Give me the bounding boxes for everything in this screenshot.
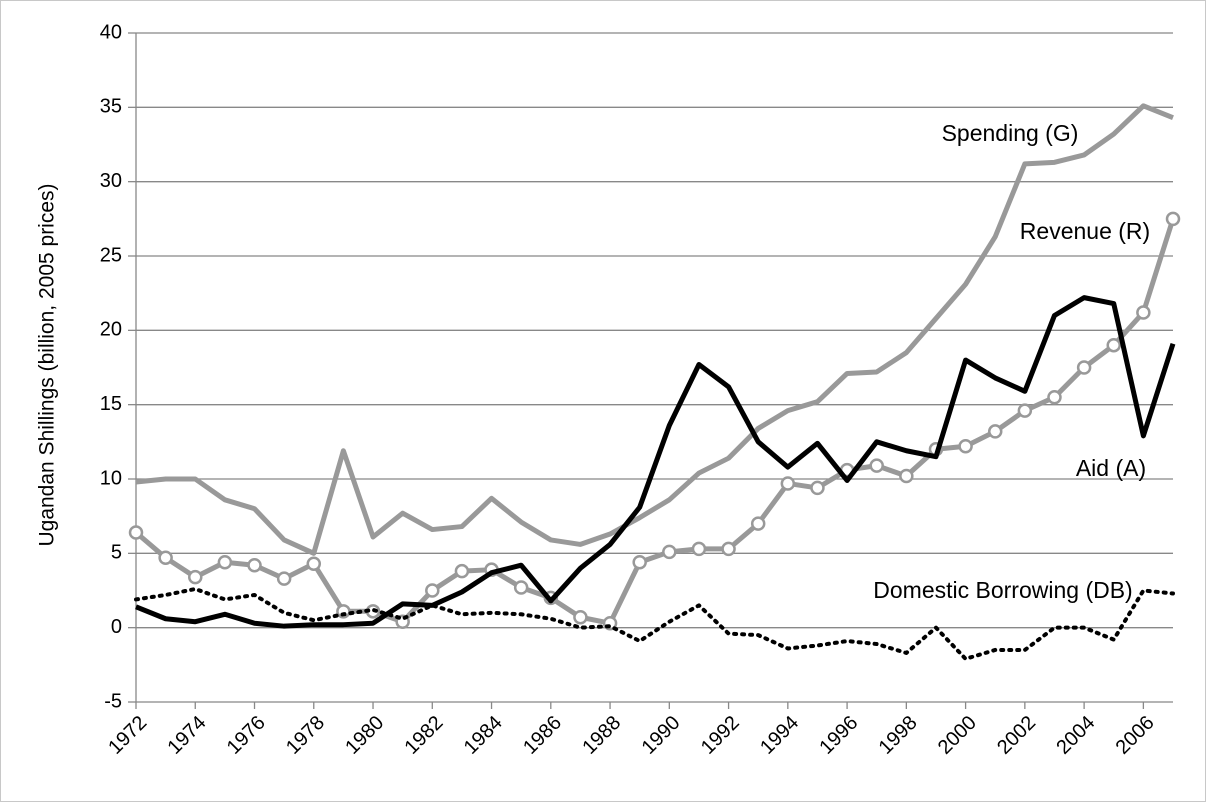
point-marker bbox=[987, 424, 1003, 439]
point-marker bbox=[958, 439, 973, 454]
point-marker bbox=[750, 516, 766, 531]
series-label: Domestic Borrowing (DB) bbox=[873, 577, 1132, 603]
series-line bbox=[135, 103, 1174, 556]
point-marker bbox=[1165, 211, 1181, 227]
point-marker bbox=[632, 555, 647, 570]
point-marker bbox=[1136, 305, 1151, 320]
y-tick-label: 30 bbox=[100, 170, 122, 192]
point-marker bbox=[425, 583, 440, 598]
point-marker bbox=[1017, 403, 1033, 418]
y-tick-label: 20 bbox=[100, 319, 122, 341]
point-marker bbox=[247, 557, 262, 573]
series-label: Revenue (R) bbox=[1020, 218, 1150, 244]
point-marker bbox=[1047, 389, 1062, 405]
point-marker bbox=[899, 468, 914, 484]
point-marker bbox=[276, 571, 292, 586]
y-tick-label: 10 bbox=[100, 467, 122, 489]
point-marker bbox=[810, 480, 825, 496]
y-tick-label: 5 bbox=[111, 542, 122, 564]
point-marker bbox=[217, 555, 233, 570]
y-tick-label: 15 bbox=[100, 393, 122, 415]
y-tick-label: -5 bbox=[104, 690, 122, 712]
y-axis-label: Ugandan Shillings (billion, 2005 prices) bbox=[36, 183, 59, 546]
point-marker bbox=[454, 563, 470, 579]
series-line bbox=[135, 295, 1176, 629]
y-tick-label: 0 bbox=[111, 616, 122, 638]
y-tick-label: 35 bbox=[100, 96, 122, 118]
series-label: Aid (A) bbox=[1076, 455, 1146, 481]
point-marker bbox=[691, 541, 707, 557]
y-tick-label: 25 bbox=[100, 244, 122, 266]
point-marker bbox=[1076, 360, 1092, 375]
point-marker bbox=[513, 580, 529, 595]
series-line bbox=[134, 587, 1175, 661]
point-marker bbox=[662, 544, 677, 560]
point-marker bbox=[573, 610, 588, 625]
series-label: Spending (G) bbox=[942, 120, 1079, 146]
point-marker bbox=[158, 550, 173, 566]
point-marker bbox=[721, 541, 736, 557]
point-marker bbox=[128, 525, 144, 540]
point-marker bbox=[188, 569, 203, 585]
point-marker bbox=[1106, 337, 1121, 353]
point-marker bbox=[869, 458, 884, 473]
y-tick-label: 40 bbox=[100, 21, 122, 43]
point-marker bbox=[780, 476, 796, 491]
point-marker bbox=[306, 556, 322, 571]
